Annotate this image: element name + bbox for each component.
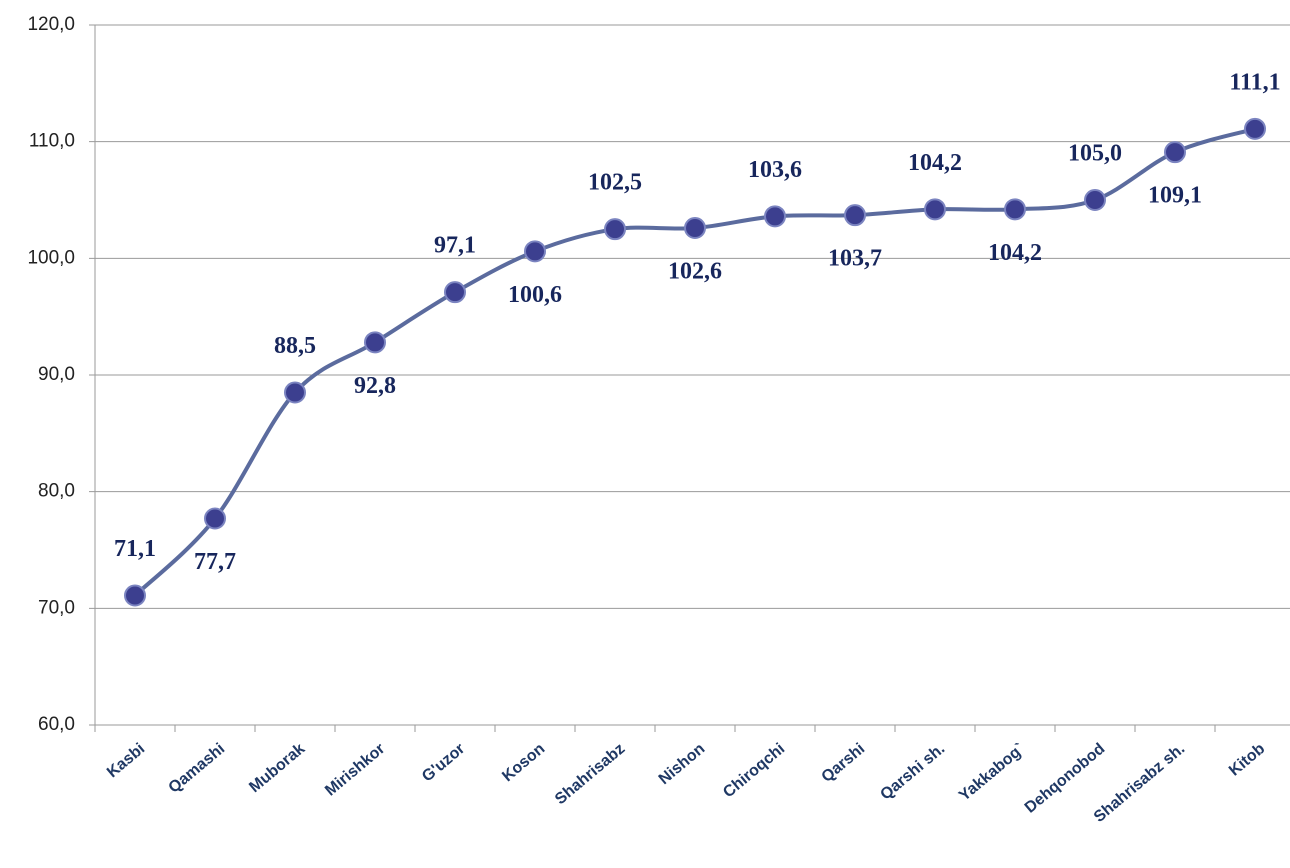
x-tick-label: G'uzor [419,740,468,785]
data-label: 88,5 [274,333,316,359]
x-tick-label: Chiroqchi [720,740,788,801]
data-label: 111,1 [1229,69,1280,95]
data-label: 109,1 [1148,183,1202,209]
y-tick-label: 100,0 [27,247,75,268]
marker [1004,198,1026,221]
data-label: 77,7 [194,549,236,575]
x-tick-label: Kitob [1226,740,1268,779]
y-tick-label: 120,0 [27,14,75,35]
x-tick-label: Qarshi [819,740,869,786]
y-tick-label: 90,0 [38,364,75,385]
x-tick-label: Muborak [246,740,308,796]
marker [844,204,866,227]
data-label: 104,2 [988,240,1042,266]
marker [124,584,146,607]
marker [444,281,466,304]
x-tick-label: Qarshi sh. [877,740,948,803]
data-label: 71,1 [114,536,156,562]
data-label: 97,1 [434,233,476,259]
marker [1244,117,1266,140]
marker [684,217,706,239]
data-label: 102,6 [668,259,722,285]
marker [1164,141,1186,164]
marker [284,381,306,404]
x-tick-label: Mirishkor [322,740,388,799]
marker [364,331,386,354]
y-tick-label: 70,0 [38,597,75,618]
x-tick-label: Koson [499,740,548,785]
x-tick-label: Kasbi [104,740,148,781]
y-tick-label: 60,0 [38,714,75,735]
x-tick-label: Yakkabog` [956,740,1028,804]
marker [764,205,786,228]
x-tick-label: Qamashi [166,740,229,796]
data-label: 104,2 [908,150,962,176]
marker [1084,189,1106,211]
x-tick-label: Nishon [656,740,708,788]
data-label: 105,0 [1068,141,1122,167]
data-label: 100,6 [508,282,562,308]
x-tick-label: Shahrisabz [552,740,628,808]
data-label: 92,8 [354,373,396,399]
y-tick-label: 110,0 [29,131,75,152]
marker [604,218,626,241]
data-label: 102,5 [588,170,642,196]
y-tick-label: 80,0 [38,481,75,502]
marker [524,240,546,263]
data-label: 103,7 [828,246,882,272]
data-label: 103,6 [748,157,802,183]
marker [924,198,946,221]
x-tick-label: Dehqonobod [1022,740,1109,816]
marker [204,507,226,530]
